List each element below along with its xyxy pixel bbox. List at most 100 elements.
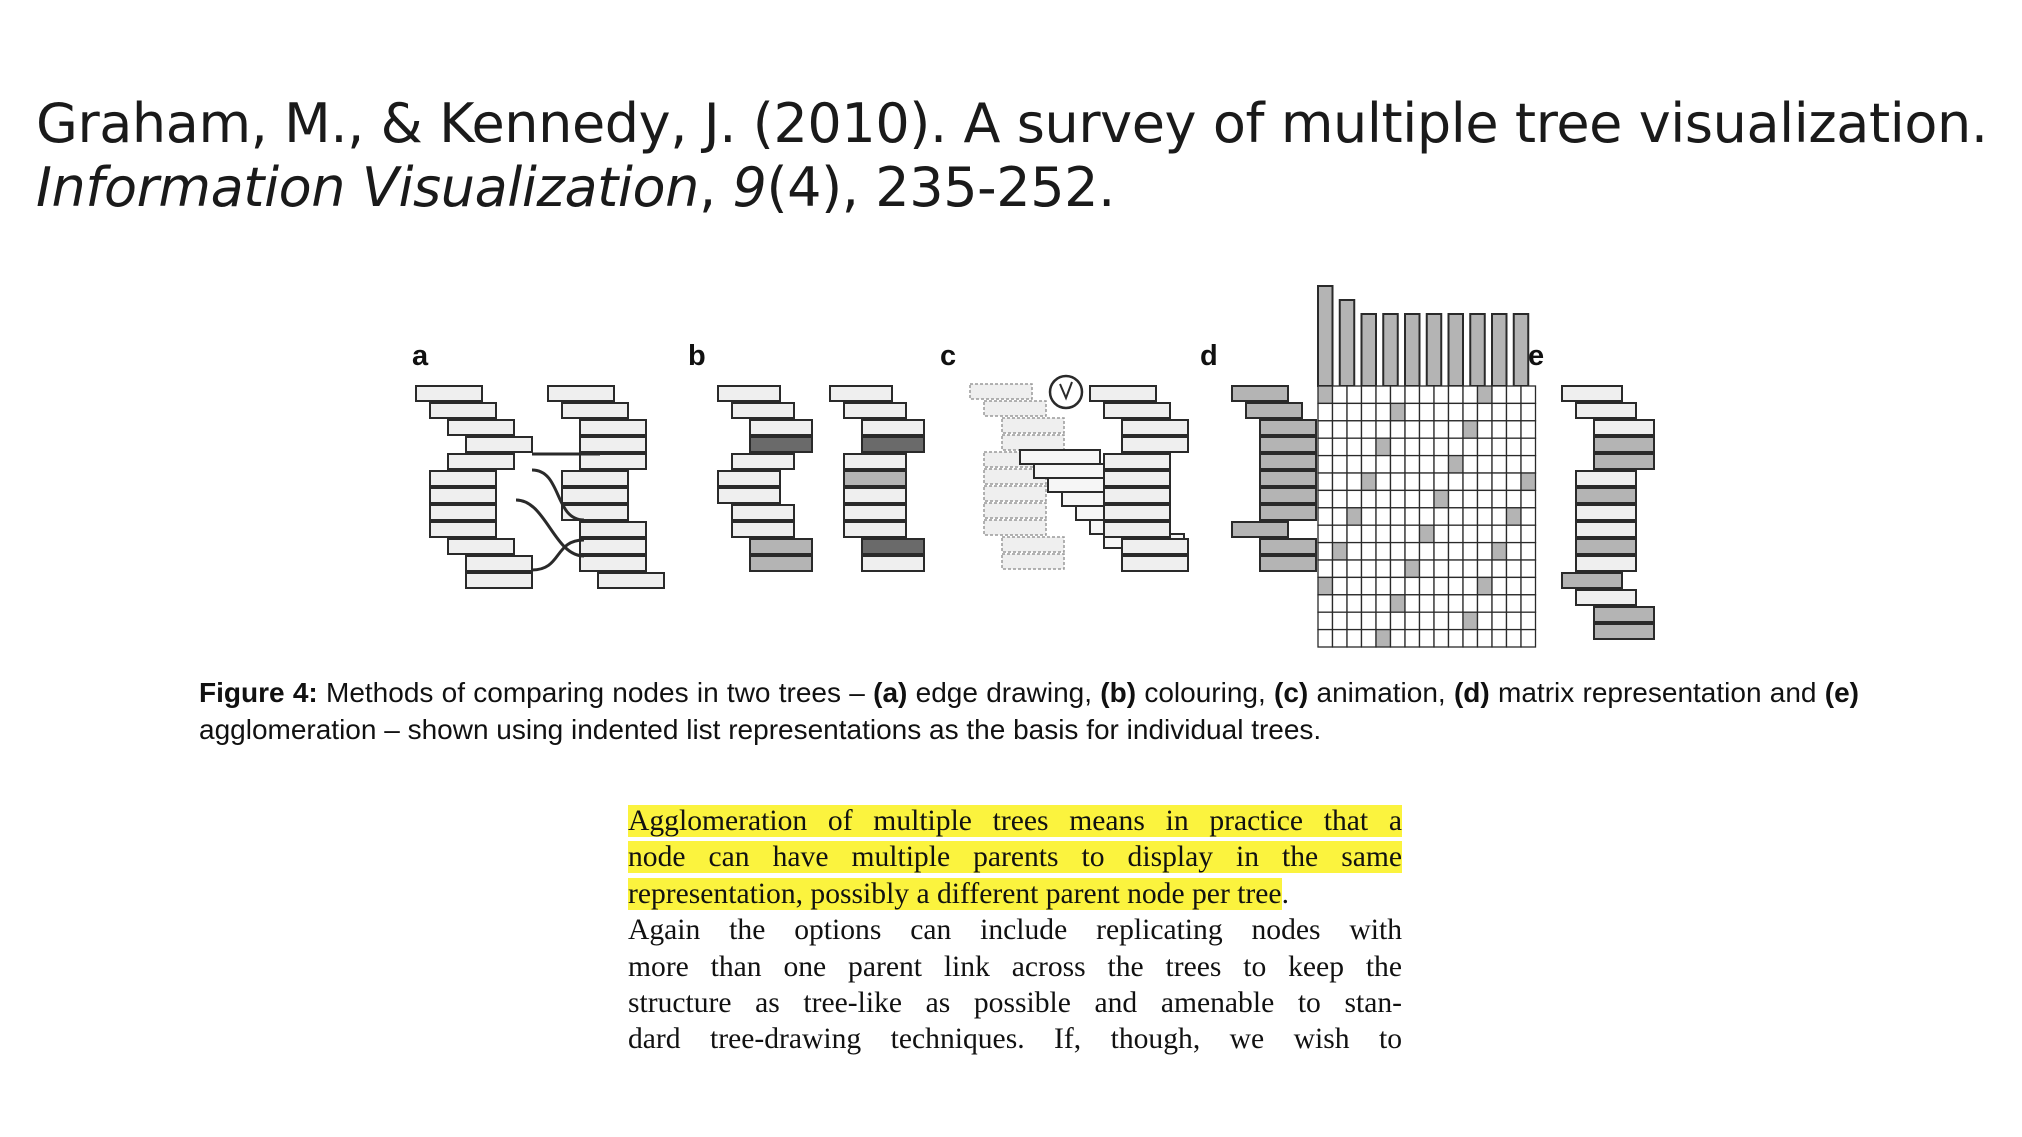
tree-node-c2	[1089, 385, 1157, 402]
matrix-cell	[1520, 611, 1537, 631]
matrix-cell	[1346, 541, 1363, 561]
matrix-cell	[1491, 594, 1508, 613]
tree-node-c2	[1121, 555, 1189, 572]
matrix-cell	[1520, 437, 1537, 457]
tree-node-d-col	[1338, 299, 1356, 387]
tree-node-a1	[447, 538, 515, 555]
highlighted-text: representation, possibly a different par…	[628, 877, 1282, 910]
tree-node-a1	[465, 555, 533, 572]
matrix-cell	[1462, 489, 1479, 509]
excerpt-punct: .	[1281, 877, 1289, 910]
matrix-cell	[1418, 454, 1435, 474]
ghost-node	[983, 502, 1047, 519]
matrix-cell	[1505, 576, 1522, 596]
matrix-cell	[1520, 454, 1537, 474]
excerpt-line: dard tree-drawing techniques. If, though…	[628, 1023, 1402, 1056]
matrix-cell	[1462, 594, 1479, 613]
tree-node-b2	[843, 470, 907, 487]
matrix-cell	[1346, 507, 1363, 526]
panel-label-c: c	[940, 340, 957, 372]
matrix-cell	[1317, 541, 1334, 561]
matrix-cell	[1462, 420, 1479, 439]
tree-node-b1	[717, 470, 781, 487]
matrix-cell	[1317, 472, 1334, 492]
tree-node-c2	[1103, 402, 1171, 419]
caption-text: agglomeration – shown using indented lis…	[199, 714, 1322, 745]
tree-node-e	[1575, 538, 1637, 555]
tree-node-d-row	[1245, 402, 1303, 419]
citation-journal: Information Visualization	[36, 156, 699, 219]
tree-node-b2	[843, 453, 907, 470]
citation-line-1: Graham, M., & Kennedy, J. (2010). A surv…	[36, 92, 1988, 156]
matrix-cell	[1389, 524, 1406, 544]
citation: Graham, M., & Kennedy, J. (2010). A surv…	[36, 92, 1988, 220]
matrix-cell	[1491, 559, 1508, 579]
caption-text: animation,	[1308, 677, 1454, 708]
matrix-cell	[1360, 611, 1377, 631]
matrix-cell	[1520, 541, 1537, 561]
matrix-cell	[1375, 437, 1392, 457]
matrix-cell	[1505, 385, 1522, 405]
matrix-cell	[1520, 420, 1537, 439]
matrix-cell	[1462, 559, 1479, 579]
matrix-cell	[1491, 628, 1508, 648]
matrix-cell	[1375, 472, 1392, 492]
matrix-cell	[1418, 420, 1435, 439]
matrix-cell	[1491, 611, 1508, 631]
matrix-cell	[1331, 576, 1348, 596]
matrix-cell	[1360, 420, 1377, 439]
matrix-cell	[1404, 472, 1421, 492]
matrix-cell	[1317, 489, 1334, 509]
matrix-cell	[1476, 559, 1493, 579]
caption-ref-c: (c)	[1274, 677, 1309, 708]
matrix-cell	[1331, 611, 1348, 631]
matrix-cell	[1389, 559, 1406, 579]
matrix-cell	[1447, 559, 1464, 579]
matrix-cell	[1520, 576, 1537, 596]
tree-node-c2	[1121, 538, 1189, 555]
matrix-cell	[1491, 420, 1508, 439]
tree-node-a2	[547, 385, 615, 402]
matrix-cell	[1404, 437, 1421, 457]
tree-node-b1	[717, 487, 781, 504]
matrix-cell	[1360, 594, 1377, 613]
clock-icon	[1048, 374, 1084, 410]
matrix-cell	[1433, 594, 1450, 613]
edge-curve	[531, 468, 585, 522]
matrix-cell	[1375, 611, 1392, 631]
matrix-cell	[1346, 576, 1363, 596]
tree-node-d-row	[1259, 487, 1317, 504]
tree-node-b2	[843, 521, 907, 538]
tree-node-a2	[597, 572, 665, 589]
tree-node-a2	[561, 504, 629, 521]
matrix-cell	[1447, 628, 1464, 648]
ghost-node	[1001, 417, 1065, 434]
matrix-cell	[1375, 576, 1392, 596]
matrix-cell	[1462, 437, 1479, 457]
tree-node-b2	[861, 419, 925, 436]
panel-label-a: a	[412, 340, 429, 372]
moving-node	[1089, 519, 1171, 535]
matrix-cell	[1476, 576, 1493, 596]
tree-node-d-row	[1259, 470, 1317, 487]
matrix-cell	[1317, 628, 1334, 648]
highlighted-text: Agglomeration of multiple trees means in…	[628, 805, 1402, 837]
tree-node-a1	[429, 487, 497, 504]
caption-text: edge drawing,	[907, 677, 1101, 708]
matrix-cell	[1447, 402, 1464, 422]
matrix-cell	[1491, 541, 1508, 561]
moving-node	[1033, 463, 1115, 479]
matrix-cell	[1520, 628, 1537, 648]
matrix-cell	[1331, 524, 1348, 544]
moving-node	[1061, 491, 1143, 507]
matrix-cell	[1360, 576, 1377, 596]
matrix-cell	[1505, 472, 1522, 492]
tree-node-b2	[843, 402, 907, 419]
matrix-cell	[1433, 437, 1450, 457]
tree-node-a2	[579, 436, 647, 453]
matrix-cell	[1418, 437, 1435, 457]
matrix-cell	[1462, 385, 1479, 405]
matrix-cell	[1404, 402, 1421, 422]
matrix-cell	[1491, 472, 1508, 492]
matrix-cell	[1491, 385, 1508, 405]
